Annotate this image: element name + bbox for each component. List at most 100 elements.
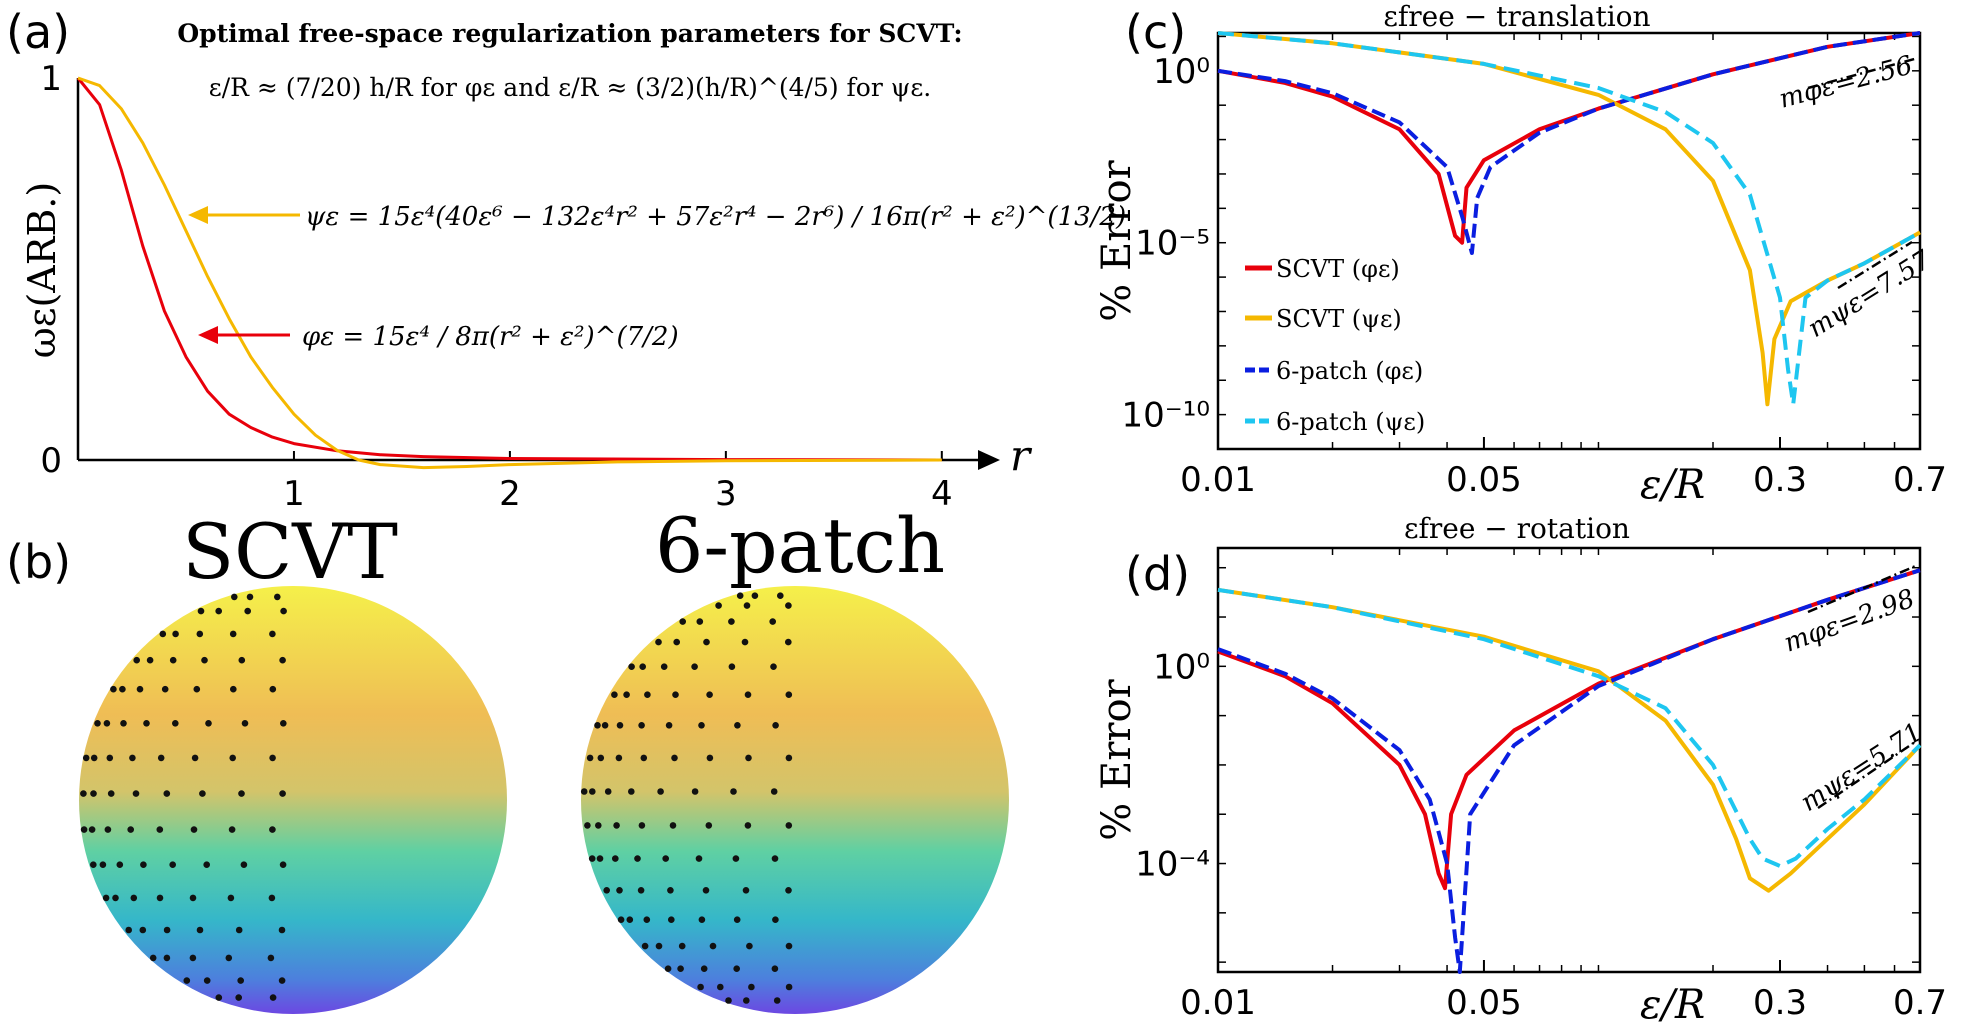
scvt-point	[279, 861, 287, 868]
scvt-point	[274, 593, 281, 601]
panel-c-ylabel: % Error	[1094, 159, 1140, 321]
scvt-point	[163, 926, 171, 934]
sphere-title-6patch: 6-patch	[655, 501, 945, 590]
sixpatch-point	[596, 855, 604, 862]
scvt-point	[268, 894, 276, 902]
panel-c-ticks: 0.01 0.05 0.3 0.7 10⁰ 10⁻⁵ 10⁻¹⁰	[1122, 33, 1947, 500]
scvt-point	[241, 720, 249, 727]
scvt-point	[156, 826, 164, 833]
scvt-point	[82, 754, 90, 762]
scvt-point	[90, 861, 97, 868]
sixpatch-point	[702, 887, 710, 894]
scvt-point	[227, 894, 235, 902]
panel-c-xtick-label: 0.7	[1893, 460, 1947, 500]
scvt-point	[189, 954, 197, 962]
panel-a-arrowhead	[978, 450, 1000, 470]
scvt-point	[132, 790, 140, 797]
scvt-point	[269, 754, 276, 762]
legend-scvt-phi: SCVT (φε)	[1276, 255, 1400, 283]
scvt-point	[237, 977, 244, 984]
scvt-point	[163, 954, 171, 962]
sixpatch-point	[772, 916, 779, 923]
panel-d-xtick-label: 0.01	[1180, 983, 1256, 1023]
sixpatch-point	[734, 722, 741, 729]
sixpatch-point	[736, 592, 744, 599]
sixpatch-point	[616, 722, 624, 729]
sixpatch-point	[697, 983, 704, 991]
panel-d-frame	[1216, 546, 1922, 974]
panel-c-curves	[1217, 31, 1921, 407]
panel-a: (a) Optimal free-space regularization pa…	[6, 5, 1126, 514]
scvt-point	[143, 720, 150, 727]
sixpatch-point	[669, 822, 677, 829]
panel-a-rule: ε/R ≈ (7/20) h/R for φε and ε/R ≈ (3/2)(…	[209, 73, 931, 102]
scvt-point	[94, 720, 101, 727]
sixpatch-point	[728, 663, 736, 670]
scvt-point	[119, 685, 126, 693]
sphere-6patch	[581, 586, 1009, 1014]
scvt-point	[230, 685, 237, 693]
sixpatch-point	[698, 722, 705, 729]
panel-a-ylabel: ωε(ARB.)	[20, 182, 64, 358]
panel-c-ytick-label: 10⁰	[1153, 52, 1210, 92]
sixpatch-point	[769, 618, 776, 625]
scvt-point	[112, 894, 119, 902]
panel-a-series-phi	[76, 77, 942, 462]
scvt-point	[201, 656, 208, 664]
sixpatch-point	[664, 965, 672, 972]
sixpatch-point	[679, 618, 686, 625]
sixpatch-point	[628, 663, 635, 670]
sixpatch-point	[717, 983, 724, 991]
panel-b: (b) SCVT 6-patch	[6, 501, 1009, 1014]
scvt-point	[88, 826, 96, 833]
sixpatch-point	[643, 916, 651, 923]
panel-d-curves	[1217, 568, 1922, 974]
sixpatch-point	[785, 602, 792, 609]
sphere-title-scvt: SCVT	[182, 507, 398, 596]
panel-d: (d) εfree − rotation % Error ε/R 0.01 0.0…	[1094, 512, 1947, 1028]
scvt-point	[90, 754, 98, 762]
scvt-point	[156, 894, 164, 902]
sixpatch-point	[589, 788, 596, 795]
sixpatch-point	[695, 855, 703, 862]
scvt-point	[146, 656, 154, 664]
panel-c-label: (c)	[1125, 5, 1186, 59]
sixpatch-point	[785, 754, 793, 762]
scvt-point	[238, 790, 245, 797]
phi-arrowhead	[198, 326, 218, 344]
sphere-6patch-points	[580, 592, 793, 1004]
sixpatch-point	[741, 638, 749, 646]
panel-c: (c) εfree − translation % Error ε/R 0.01…	[1094, 0, 1947, 508]
scvt-point	[231, 593, 238, 601]
sixpatch-point	[706, 691, 713, 698]
sixpatch-point	[639, 663, 646, 670]
scvt-point	[107, 790, 115, 797]
sixpatch-point	[615, 754, 623, 762]
sixpatch-point	[626, 916, 634, 923]
scvt-point	[215, 607, 222, 615]
scvt-point	[269, 630, 276, 638]
scvt-point	[133, 656, 140, 664]
scvt-point	[229, 754, 236, 762]
sixpatch-point	[700, 965, 708, 972]
scvt-point	[172, 720, 179, 727]
panel-b-label: (b)	[6, 535, 71, 589]
sixpatch-point	[770, 663, 777, 670]
scvt-point	[279, 656, 286, 664]
scvt-point	[229, 630, 237, 638]
phi-formula: φε = 15ε⁴ / 8π(r² + ε²)^(7/2)	[302, 322, 679, 352]
scvt-point	[244, 607, 251, 615]
panel-c-series-6-patch-	[1217, 31, 1921, 407]
scvt-point	[278, 977, 286, 984]
panel-a-xtick-label: 2	[499, 474, 521, 514]
panel-d-xtick-label: 0.3	[1753, 983, 1807, 1023]
sixpatch-point	[584, 822, 591, 829]
slope-line-psi-c	[1837, 240, 1913, 290]
scvt-point	[196, 630, 204, 638]
scvt-point	[125, 926, 132, 934]
sixpatch-point	[667, 887, 674, 894]
sixpatch-point	[691, 788, 699, 795]
sphere-scvt	[79, 586, 507, 1014]
scvt-point	[269, 685, 277, 693]
